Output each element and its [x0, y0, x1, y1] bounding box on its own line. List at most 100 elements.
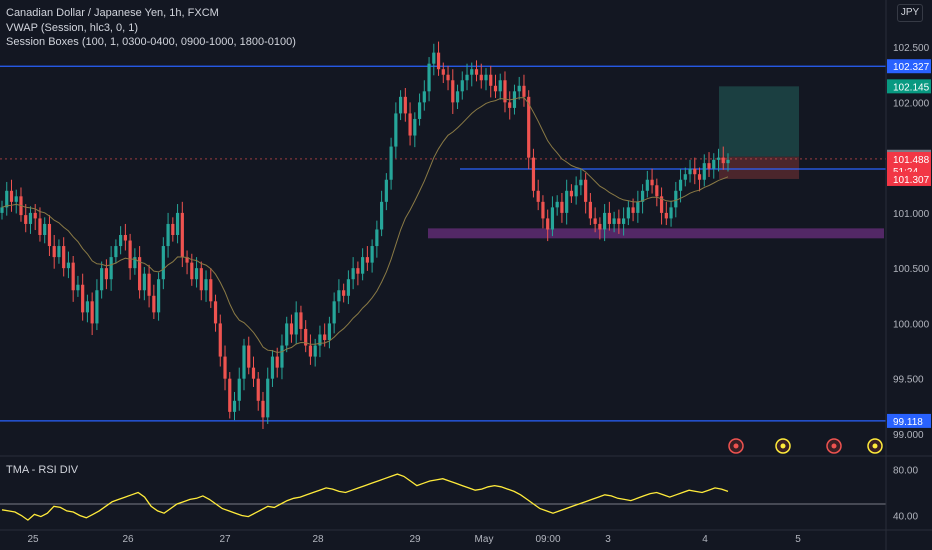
- candle-body: [76, 284, 80, 291]
- candle-body: [166, 223, 170, 247]
- candle-body: [275, 356, 279, 368]
- candle-body: [460, 80, 464, 92]
- candle-body: [612, 218, 616, 224]
- y-tick-label: 100.500: [893, 264, 930, 275]
- y-tick-label: 102.000: [893, 98, 930, 109]
- candle-body: [474, 69, 479, 75]
- candle-body: [479, 74, 483, 81]
- candle-body: [152, 295, 156, 313]
- y-tick-label: 101.000: [893, 209, 930, 220]
- candle-body: [95, 290, 99, 324]
- candle-body: [119, 235, 123, 247]
- economic-event-icon-dot: [733, 443, 739, 449]
- price-tag: [887, 79, 931, 94]
- candle-body: [541, 201, 545, 219]
- candle-body: [90, 301, 94, 324]
- candle-body: [85, 301, 90, 313]
- candle-body: [498, 80, 502, 92]
- candle-body: [204, 279, 208, 291]
- candle-body: [190, 262, 194, 280]
- support-zone-box: [428, 228, 884, 239]
- candle-body: [598, 223, 602, 230]
- candle-body: [142, 273, 146, 291]
- candle-body: [289, 323, 294, 335]
- candle-body: [313, 345, 317, 357]
- candle-body: [436, 52, 441, 70]
- candle-body: [427, 63, 431, 92]
- x-tick-label: 26: [122, 534, 134, 545]
- rsi-pane[interactable]: [0, 473, 886, 521]
- candle-body: [489, 74, 493, 86]
- candle-body: [242, 345, 246, 379]
- candle-body: [659, 196, 664, 213]
- price-tag-label: 101.488: [893, 155, 930, 166]
- x-tick-label: 29: [409, 534, 421, 545]
- candle-body: [655, 185, 659, 197]
- candle-body: [156, 279, 161, 313]
- candle-body: [584, 179, 588, 202]
- candle-body: [522, 85, 526, 97]
- candle-body: [441, 69, 445, 75]
- candle-body: [622, 218, 626, 224]
- candle-body: [650, 179, 654, 186]
- candle-body: [332, 301, 336, 324]
- candle-body: [280, 345, 284, 368]
- vwap-line: [1, 97, 729, 354]
- candle-body: [389, 146, 393, 180]
- x-tick-label: 28: [312, 534, 324, 545]
- candle-body: [626, 207, 630, 219]
- candle-body: [351, 268, 355, 280]
- candle-body: [702, 163, 706, 180]
- candle-body: [617, 218, 621, 224]
- candle-body: [228, 378, 232, 412]
- candle-body: [712, 159, 716, 169]
- x-tick-label: 25: [27, 534, 39, 545]
- candle-body: [503, 80, 507, 103]
- session-boxes-indicator-label[interactable]: Session Boxes (100, 1, 0300-0400, 0900-1…: [6, 36, 296, 48]
- candle-body: [175, 212, 180, 235]
- candle-body: [422, 91, 426, 103]
- horizontal-level-tag: [887, 413, 931, 428]
- x-tick-label: 27: [219, 534, 231, 545]
- candle-body: [361, 257, 365, 274]
- candle-body: [669, 207, 673, 219]
- candle-body: [493, 85, 498, 92]
- y-tick-label: 99.500: [893, 375, 924, 386]
- candle-body: [593, 218, 597, 224]
- candle-body: [674, 190, 678, 208]
- candle-body: [726, 159, 730, 164]
- currency-button[interactable]: JPY: [897, 4, 923, 22]
- candle-body: [28, 212, 33, 224]
- rsi-indicator-label[interactable]: TMA - RSI DIV: [6, 464, 79, 476]
- candle-body: [636, 201, 640, 213]
- candle-body: [640, 190, 645, 202]
- economic-event-icon-dot: [831, 443, 837, 449]
- candle-body: [408, 113, 412, 136]
- candle-body: [365, 257, 369, 263]
- horizontal-level-tag: [887, 59, 931, 74]
- x-tick-label: 09:00: [535, 534, 560, 545]
- candle-body: [24, 215, 28, 224]
- candle-body: [299, 312, 303, 329]
- price-pane[interactable]: [0, 41, 886, 454]
- candle-body: [380, 201, 384, 230]
- economic-event-icon-dot: [780, 443, 786, 449]
- candle-body: [432, 52, 436, 64]
- vwap-indicator-label[interactable]: VWAP (Session, hlc3, 0, 1): [6, 21, 139, 34]
- symbol-title[interactable]: Canadian Dollar / Japanese Yen, 1h, FXCM: [6, 7, 219, 19]
- candle-body: [398, 96, 403, 114]
- candle-body: [451, 80, 455, 103]
- candle-body: [251, 367, 256, 379]
- candle-body: [147, 273, 151, 296]
- candle-body: [716, 157, 721, 160]
- candle-body: [323, 334, 327, 340]
- candle-body: [237, 378, 241, 401]
- candle-body: [707, 163, 711, 169]
- candle-body: [100, 268, 104, 291]
- candle-body: [470, 69, 474, 75]
- candle-body: [546, 218, 550, 230]
- candle-body: [645, 179, 649, 191]
- rsi-line: [1, 473, 729, 521]
- rsi-tick-label: 80.00: [893, 466, 918, 477]
